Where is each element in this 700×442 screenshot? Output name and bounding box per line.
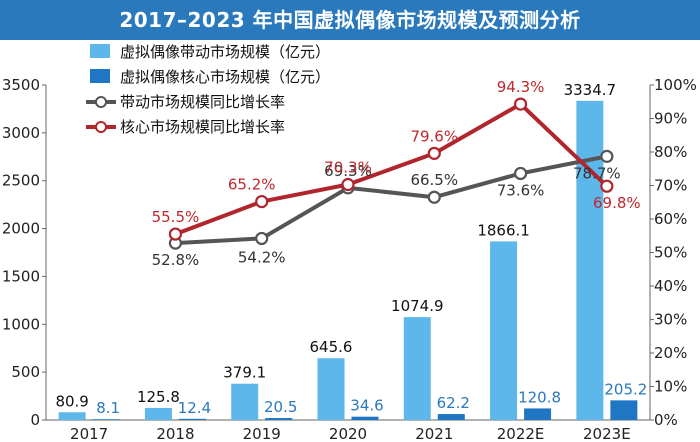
right-tick-label: 40% xyxy=(654,277,687,295)
right-tick-label: 50% xyxy=(654,244,687,262)
left-tick-label: 0 xyxy=(30,411,40,429)
x-tick-label: 2017 xyxy=(70,425,108,442)
brand-bar xyxy=(144,407,172,420)
x-tick-label: 2023E xyxy=(583,425,631,442)
right-tick-label: 80% xyxy=(654,143,687,161)
brand-rate-marker xyxy=(427,190,441,204)
core-value-label: 8.1 xyxy=(96,399,120,417)
brand-value-label: 1866.1 xyxy=(477,221,530,239)
core-rate-marker xyxy=(168,227,183,241)
left-tick-label: 500 xyxy=(11,363,40,381)
legend-marker-brand-rate xyxy=(95,96,107,108)
legend-swatch-core-bar xyxy=(90,69,110,83)
legend-label-core-bar: 虚拟偶像核心市场规模（亿元） xyxy=(120,68,330,86)
right-tick-label: 0% xyxy=(654,411,678,429)
legend-label-brand-bar: 虚拟偶像带动市场规模（亿元） xyxy=(120,43,330,61)
brand-value-label: 125.8 xyxy=(137,388,180,406)
brand-rate-label: 73.6% xyxy=(497,181,545,199)
right-tick-label: 70% xyxy=(654,177,687,195)
right-tick-label: 20% xyxy=(654,344,687,362)
core-bar xyxy=(92,419,120,420)
core-bar xyxy=(178,418,206,420)
brand-rate-marker xyxy=(600,149,614,163)
brand-rate-line xyxy=(175,154,608,246)
brand-rate-label: 78.7% xyxy=(573,164,621,182)
brand-rate-marker xyxy=(255,231,269,246)
brand-rate-label: 52.8% xyxy=(152,251,200,269)
x-tick-label: 2022E xyxy=(497,425,545,442)
right-tick-label: 100% xyxy=(654,76,697,94)
core-rate-marker xyxy=(255,194,269,209)
brand-bar xyxy=(490,241,518,420)
brand-rate-label: 66.5% xyxy=(410,171,458,189)
legend-label-core-rate: 核心市场规模同比增长率 xyxy=(120,118,285,136)
core-bar xyxy=(524,408,552,420)
brand-value-label: 645.6 xyxy=(310,338,353,356)
core-value-label: 34.6 xyxy=(350,397,383,415)
core-rate-marker xyxy=(341,177,355,192)
brand-bar xyxy=(58,412,86,420)
brand-value-label: 379.1 xyxy=(223,364,266,382)
core-rate-marker xyxy=(427,146,441,160)
left-tick-label: 1000 xyxy=(2,315,40,333)
brand-value-label: 3334.7 xyxy=(564,81,617,99)
right-tick-label: 10% xyxy=(654,378,687,396)
brand-bar xyxy=(576,100,604,421)
core-rate-label: 70.3% xyxy=(324,158,372,176)
core-value-label: 120.8 xyxy=(518,388,561,406)
core-rate-label: 94.3% xyxy=(497,78,545,96)
right-tick-label: 30% xyxy=(654,311,687,329)
brand-rate-label: 54.2% xyxy=(238,248,286,266)
core-value-label: 12.4 xyxy=(178,399,211,417)
right-tick-label: 60% xyxy=(654,210,687,228)
core-rate-marker xyxy=(513,97,528,111)
core-rate-label: 55.5% xyxy=(152,208,200,226)
left-tick-label: 2000 xyxy=(2,220,40,238)
core-bar xyxy=(437,414,465,420)
x-tick-label: 2018 xyxy=(156,425,194,442)
left-tick-label: 3000 xyxy=(2,124,40,142)
core-rate-label: 79.6% xyxy=(410,127,458,145)
core-bar xyxy=(610,400,638,420)
left-tick-label: 1500 xyxy=(2,267,40,285)
brand-bar xyxy=(317,358,345,420)
core-value-label: 205.2 xyxy=(604,380,647,398)
core-rate-marker xyxy=(600,179,614,193)
left-tick-label: 2500 xyxy=(2,172,40,190)
core-rate-label: 69.8% xyxy=(593,194,641,212)
brand-bar xyxy=(403,317,431,420)
brand-value-label: 80.9 xyxy=(55,392,88,410)
brand-rate-label: 69.3% xyxy=(324,162,372,180)
x-tick-label: 2020 xyxy=(329,425,367,442)
legend-label-brand-rate: 带动市场规模同比增长率 xyxy=(120,93,285,111)
core-rate-line xyxy=(174,102,609,236)
core-rate-label: 65.2% xyxy=(228,176,276,194)
x-tick-label: 2021 xyxy=(415,425,453,442)
brand-value-label: 1074.9 xyxy=(391,297,444,315)
left-tick-label: 3500 xyxy=(2,76,40,94)
core-value-label: 20.5 xyxy=(264,398,297,416)
legend-marker-core-rate xyxy=(95,121,107,133)
chart-title: 2017–2023 年中国虚拟偶像市场规模及预测分析 xyxy=(119,8,581,32)
brand-bar xyxy=(231,383,259,420)
right-tick-label: 90% xyxy=(654,110,687,128)
brand-rate-marker xyxy=(513,166,528,181)
x-tick-label: 2019 xyxy=(243,425,281,442)
core-bar xyxy=(265,418,293,420)
core-value-label: 62.2 xyxy=(437,394,470,412)
legend-swatch-brand-bar xyxy=(90,44,110,58)
core-bar xyxy=(351,416,379,420)
title-bar xyxy=(0,0,700,40)
